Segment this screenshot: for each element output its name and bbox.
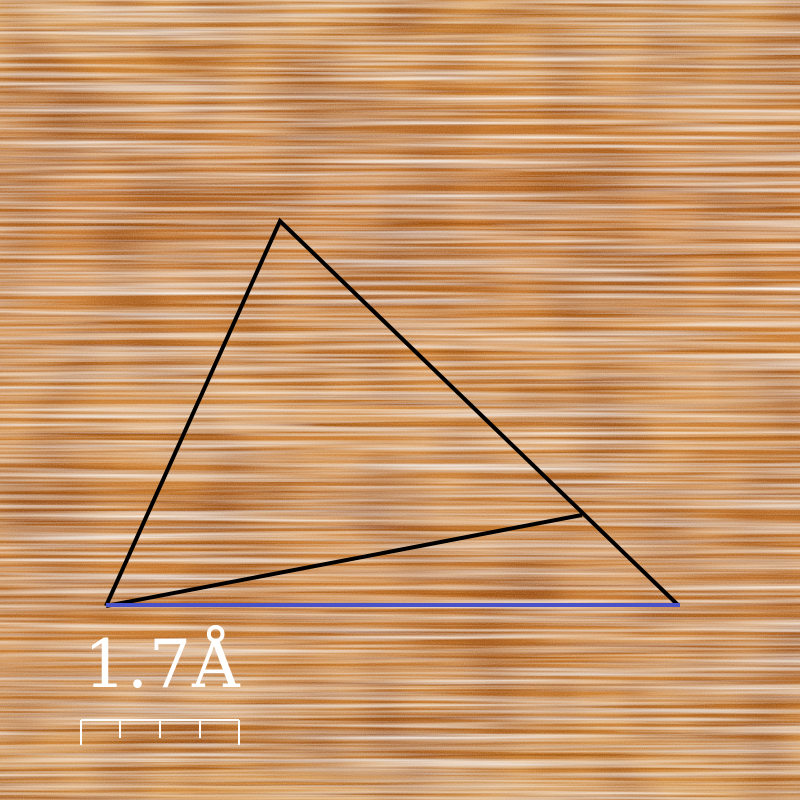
triangle-outline <box>104 217 680 607</box>
scale-bar-label: 1.7Å <box>84 626 241 703</box>
triangle-median-line <box>105 513 583 608</box>
scale-bar <box>80 719 240 745</box>
measurement-overlay <box>104 217 680 608</box>
